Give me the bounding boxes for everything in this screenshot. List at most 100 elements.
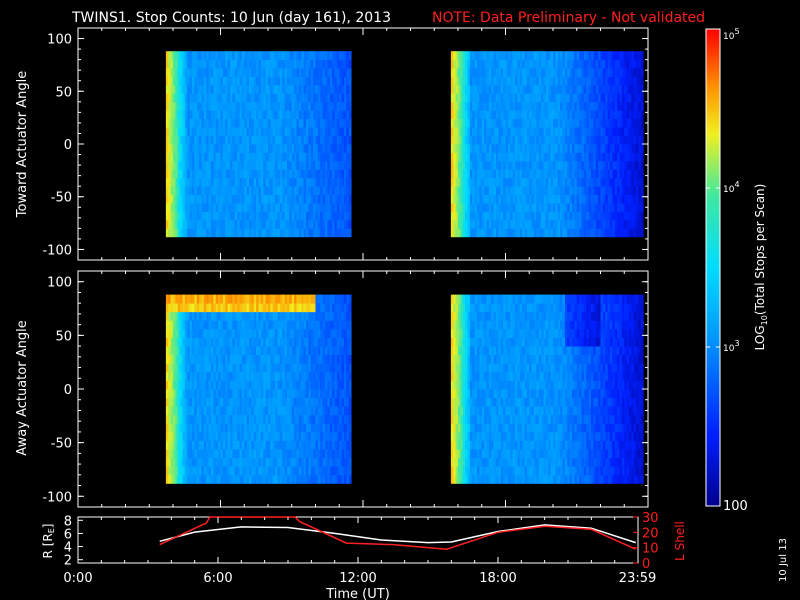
- heatmap-cell: [175, 474, 179, 484]
- heatmap-cell: [287, 127, 290, 136]
- heatmap-cell: [614, 84, 618, 94]
- heatmap-cell: [624, 110, 628, 120]
- heatmap-cell: [636, 84, 639, 94]
- heatmap-cell: [187, 51, 191, 61]
- heatmap-cell: [237, 228, 240, 238]
- heatmap-cell: [253, 152, 257, 162]
- heatmap-cell: [517, 118, 521, 128]
- heatmap-cell: [289, 194, 293, 204]
- heatmap-cell: [515, 219, 518, 229]
- heatmap-cell: [258, 219, 262, 229]
- heatmap-cell: [315, 211, 319, 221]
- heatmap-cell: [251, 127, 255, 136]
- heatmap-cell: [534, 110, 537, 120]
- heatmap-cell: [310, 144, 314, 153]
- heatmap-cell: [177, 101, 181, 111]
- heatmap-cell: [586, 118, 590, 128]
- heatmap-cell: [298, 152, 302, 162]
- heatmap-cell: [541, 211, 544, 221]
- heatmap-cell: [474, 68, 478, 77]
- heatmap-cell: [294, 51, 297, 61]
- heatmap-cell: [498, 211, 502, 221]
- heatmap-cell: [348, 118, 352, 128]
- heatmap-cell: [344, 135, 347, 145]
- heatmap-cell: [629, 68, 632, 77]
- heatmap-cell: [595, 160, 599, 170]
- heatmap-cell: [253, 389, 257, 398]
- heatmap-cell: [194, 219, 198, 229]
- heatmap-cell: [192, 228, 195, 238]
- heatmap-cell: [258, 440, 262, 450]
- heatmap-cell: [619, 51, 623, 61]
- heatmap-cell: [268, 389, 271, 398]
- heatmap-cell: [173, 406, 176, 416]
- heatmap-cell: [192, 68, 195, 77]
- heatmap-cell: [524, 127, 528, 136]
- heatmap-cell: [213, 474, 217, 484]
- heatmap-cell: [496, 101, 499, 111]
- heatmap-cell: [289, 51, 293, 61]
- heatmap-cell: [619, 211, 623, 221]
- heatmap-cell: [310, 93, 314, 103]
- heatmap-cell: [303, 371, 307, 381]
- heatmap-cell: [268, 101, 271, 111]
- heatmap-cell: [246, 144, 250, 153]
- heatmap-cell: [279, 371, 283, 381]
- heatmap-cell: [251, 219, 255, 229]
- heatmap-cell: [301, 337, 305, 347]
- heatmap-cell: [569, 127, 573, 136]
- heatmap-cell: [519, 127, 523, 136]
- heatmap-cell: [260, 337, 264, 347]
- heatmap-cell: [510, 76, 514, 86]
- heatmap-cell: [467, 127, 471, 136]
- heatmap-cell: [173, 135, 176, 145]
- heatmap-cell: [614, 152, 618, 162]
- heatmap-cell: [322, 160, 326, 170]
- heatmap-cell: [189, 84, 193, 94]
- heatmap-cell: [227, 76, 231, 86]
- heatmap-cell: [218, 363, 221, 373]
- heatmap-cell: [567, 160, 571, 170]
- heatmap-cell: [289, 110, 293, 120]
- heatmap-cell: [332, 169, 335, 179]
- heatmap-cell: [184, 59, 188, 69]
- heatmap-cell: [260, 219, 264, 229]
- heatmap-cell: [332, 51, 335, 61]
- heatmap-cell: [206, 294, 210, 304]
- heatmap-cell: [194, 118, 198, 128]
- heatmap-cell: [194, 68, 198, 77]
- heatmap-cell: [253, 449, 257, 459]
- heatmap-cell: [325, 93, 328, 103]
- heatmap-cell: [182, 371, 186, 381]
- heatmap-cell: [244, 457, 248, 467]
- heatmap-cell: [472, 144, 476, 153]
- heatmap-cell: [287, 169, 290, 179]
- heatmap-cell: [201, 203, 205, 212]
- heatmap-cell: [249, 354, 252, 364]
- heatmap-cell: [310, 474, 314, 484]
- heatmap-cell: [241, 76, 245, 86]
- heatmap-cell: [211, 311, 214, 321]
- heatmap-cell: [218, 414, 221, 424]
- heatmap-cell: [180, 311, 183, 321]
- heatmap-cell: [507, 76, 511, 86]
- heatmap-cell: [491, 177, 495, 187]
- heatmap-cell: [215, 397, 219, 407]
- heatmap-cell: [218, 186, 221, 196]
- heatmap-cell: [617, 219, 620, 229]
- heatmap-cell: [301, 93, 305, 103]
- heatmap-cell: [598, 93, 601, 103]
- heatmap-cell: [251, 380, 255, 390]
- heatmap-cell: [272, 346, 276, 356]
- heatmap-cell: [579, 194, 582, 204]
- heatmap-cell: [213, 51, 217, 61]
- heatmap-cell: [450, 76, 454, 86]
- heatmap-cell: [213, 328, 217, 338]
- heatmap-cell: [234, 466, 238, 476]
- heatmap-cell: [519, 118, 523, 128]
- heatmap-cell: [607, 84, 611, 94]
- heatmap-cell: [284, 110, 288, 120]
- heatmap-cell: [239, 440, 243, 450]
- heatmap-cell: [258, 118, 262, 128]
- heatmap-cell: [322, 152, 326, 162]
